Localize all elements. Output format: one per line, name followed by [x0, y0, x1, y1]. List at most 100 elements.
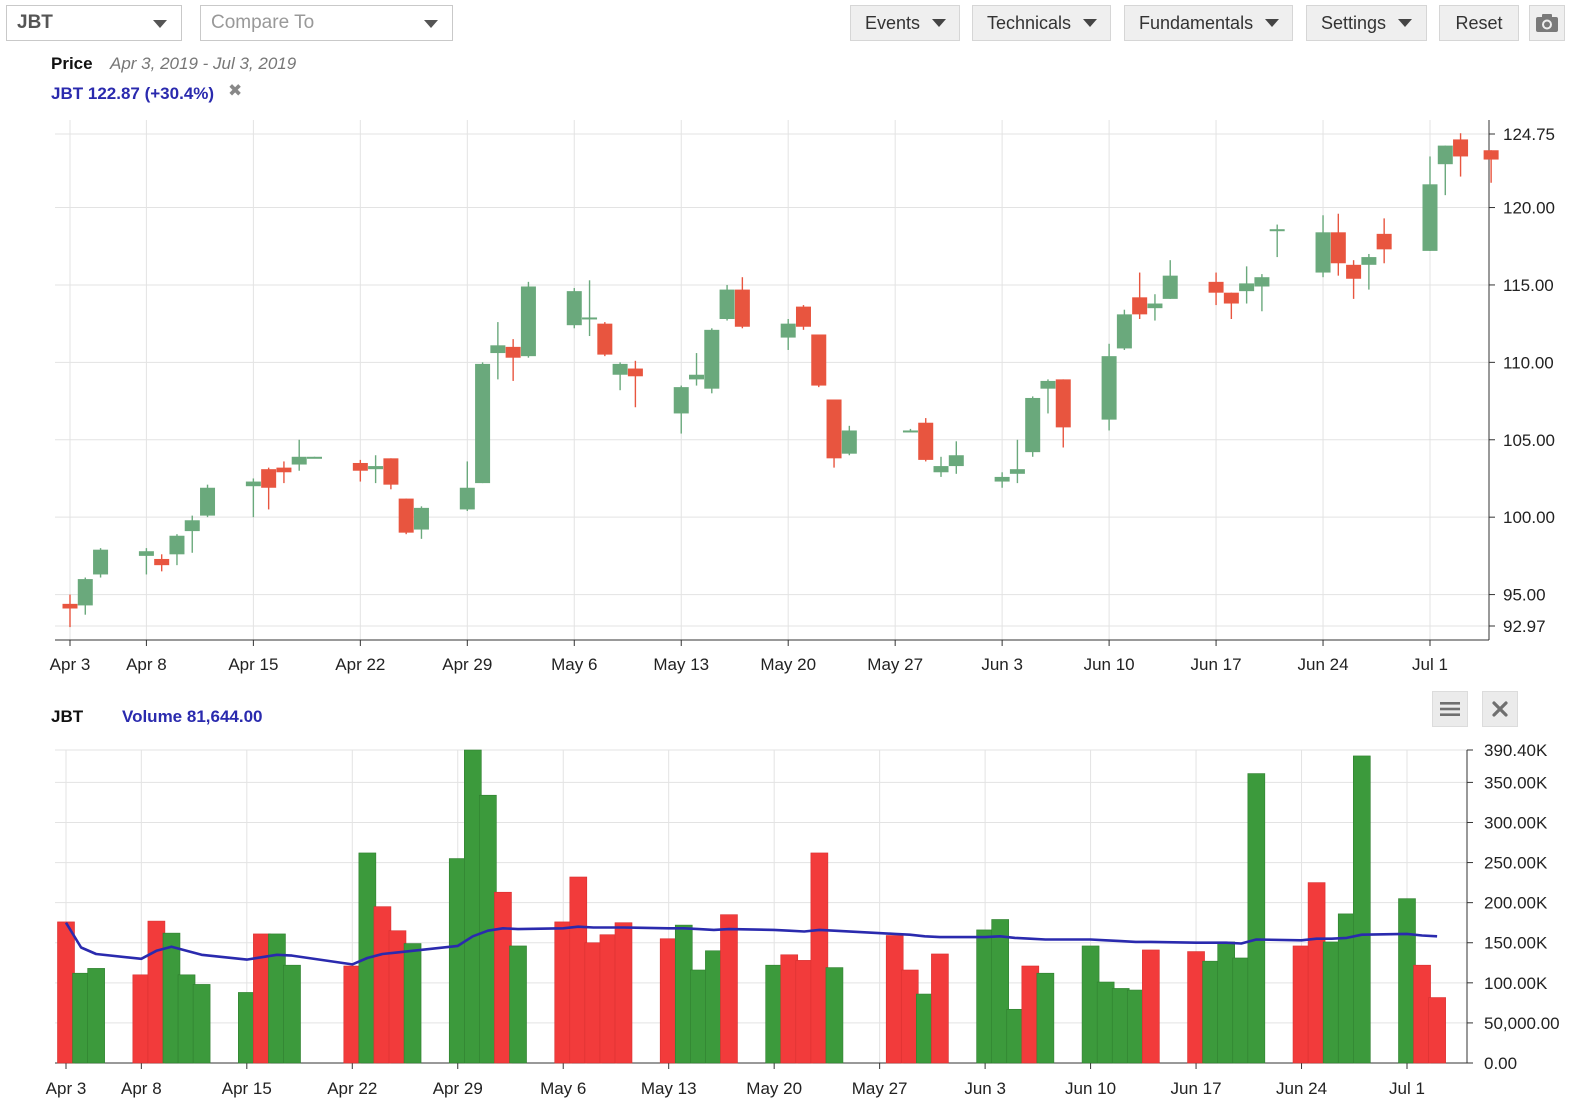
candle-up — [475, 362, 491, 484]
candle-body — [734, 289, 750, 327]
candle-body — [1055, 379, 1071, 428]
x-tick-label: May 13 — [641, 1079, 697, 1098]
close-icon[interactable]: ✖ — [228, 81, 243, 100]
panel-close-button[interactable] — [1482, 691, 1518, 727]
x-tick-label: Jun 10 — [1084, 655, 1135, 674]
panel-menu-button[interactable] — [1432, 691, 1468, 727]
candle-body — [597, 323, 613, 355]
price-panel-title: Price — [51, 54, 93, 73]
x-tick-label: May 20 — [746, 1079, 802, 1098]
volume-bar-up — [1322, 941, 1341, 1064]
y-tick-label: 250.00K — [1484, 854, 1548, 873]
volume-bar-down — [494, 891, 512, 1064]
volume-bar-up — [1398, 898, 1416, 1064]
volume-bar-down — [1307, 882, 1326, 1064]
candle-up — [413, 506, 429, 539]
candle-up — [368, 455, 384, 484]
volume-bar-up — [448, 858, 467, 1064]
compare-input[interactable]: Compare To — [200, 5, 453, 41]
candle-up — [184, 515, 200, 553]
x-tick-label: May 27 — [867, 655, 923, 674]
volume-bar-up — [1081, 945, 1100, 1064]
candle-up — [582, 280, 598, 337]
candle-body — [291, 456, 307, 465]
candle-body — [1376, 233, 1392, 250]
volume-chart[interactable]: Apr 3 Apr 8 Apr 15 Apr 22 Apr 29 May 6 May 13 M… — [0, 730, 1578, 1120]
candle-body — [352, 462, 368, 471]
volume-bar-up — [87, 968, 105, 1064]
candle-body — [1254, 277, 1270, 287]
candle-up — [689, 353, 705, 386]
x-tick-label: Apr 8 — [126, 655, 167, 674]
candle-body — [1422, 184, 1438, 251]
screenshot-button[interactable] — [1529, 5, 1565, 41]
x-tick-label: May 13 — [653, 655, 709, 674]
candle-up — [77, 577, 93, 615]
volume-bar-down — [1413, 964, 1431, 1064]
candle-body — [1208, 281, 1224, 293]
candle-body — [169, 535, 185, 555]
candle-up — [933, 456, 949, 477]
reset-button[interactable]: Reset — [1439, 5, 1519, 41]
volume-bar-down — [57, 921, 75, 1064]
candle-body — [1009, 469, 1025, 474]
candle-body — [1330, 232, 1346, 264]
candle-down — [811, 334, 827, 388]
y-tick-label: 115.00 — [1503, 276, 1554, 295]
events-label: Events — [865, 12, 921, 33]
fundamentals-label: Fundamentals — [1139, 12, 1254, 33]
volume-bar-down — [795, 960, 814, 1064]
candle-body — [1147, 303, 1163, 309]
x-tick-label: Jun 24 — [1298, 655, 1349, 674]
volume-bar-up — [690, 969, 708, 1064]
x-tick-label: Jun 3 — [964, 1079, 1006, 1098]
symbol-select[interactable]: JBT — [6, 5, 182, 41]
y-tick-label: 390.40K — [1484, 741, 1548, 760]
candle-body — [795, 306, 811, 327]
volume-bar-up — [1352, 755, 1371, 1064]
x-tick-label: Jun 3 — [981, 655, 1023, 674]
x-tick-label: May 6 — [540, 1079, 586, 1098]
x-tick-label: Apr 15 — [222, 1079, 272, 1098]
y-tick-label: 100.00 — [1503, 508, 1555, 527]
candle-up — [780, 319, 796, 350]
candle-up — [1162, 260, 1178, 299]
settings-button[interactable]: Settings — [1306, 5, 1427, 41]
chevron-down-icon — [424, 20, 438, 28]
fundamentals-button[interactable]: Fundamentals — [1124, 5, 1293, 41]
candle-body — [505, 346, 521, 358]
chevron-down-icon — [1083, 19, 1098, 27]
candle-body — [780, 323, 796, 338]
candle-body — [261, 469, 277, 488]
candle-body — [398, 498, 414, 533]
candle-up — [1101, 343, 1117, 431]
price-chart[interactable]: Apr 3 Apr 8 Apr 15 Apr 22 Apr 29 May 6 May 13 M… — [0, 0, 1578, 690]
candle-body — [62, 603, 78, 609]
x-tick-label: Apr 29 — [442, 655, 492, 674]
volume-bar-up — [1217, 941, 1235, 1064]
candle-body — [1437, 145, 1453, 165]
volume-bar-down — [343, 965, 362, 1064]
symbol-value: JBT — [17, 12, 53, 33]
volume-bar-up — [705, 950, 723, 1064]
candle-down — [597, 322, 613, 357]
candle-body — [719, 289, 735, 320]
volume-bar-up — [991, 919, 1009, 1064]
candle-up — [1422, 156, 1438, 251]
candle-body — [1239, 283, 1255, 292]
candle-up — [306, 456, 322, 459]
candle-down — [398, 498, 414, 535]
candle-body — [245, 481, 261, 487]
candle-body — [918, 422, 934, 460]
technicals-button[interactable]: Technicals — [972, 5, 1111, 41]
candle-down — [1055, 379, 1071, 448]
events-button[interactable]: Events — [850, 5, 960, 41]
y-tick-label: 200.00K — [1484, 894, 1548, 913]
x-tick-label: Apr 3 — [46, 1079, 87, 1098]
candle-up — [520, 281, 536, 358]
candle-up — [673, 385, 689, 434]
candle-up — [612, 362, 628, 391]
x-tick-label: Jun 17 — [1191, 655, 1242, 674]
candle-down — [918, 418, 934, 462]
candle-up — [902, 428, 918, 433]
